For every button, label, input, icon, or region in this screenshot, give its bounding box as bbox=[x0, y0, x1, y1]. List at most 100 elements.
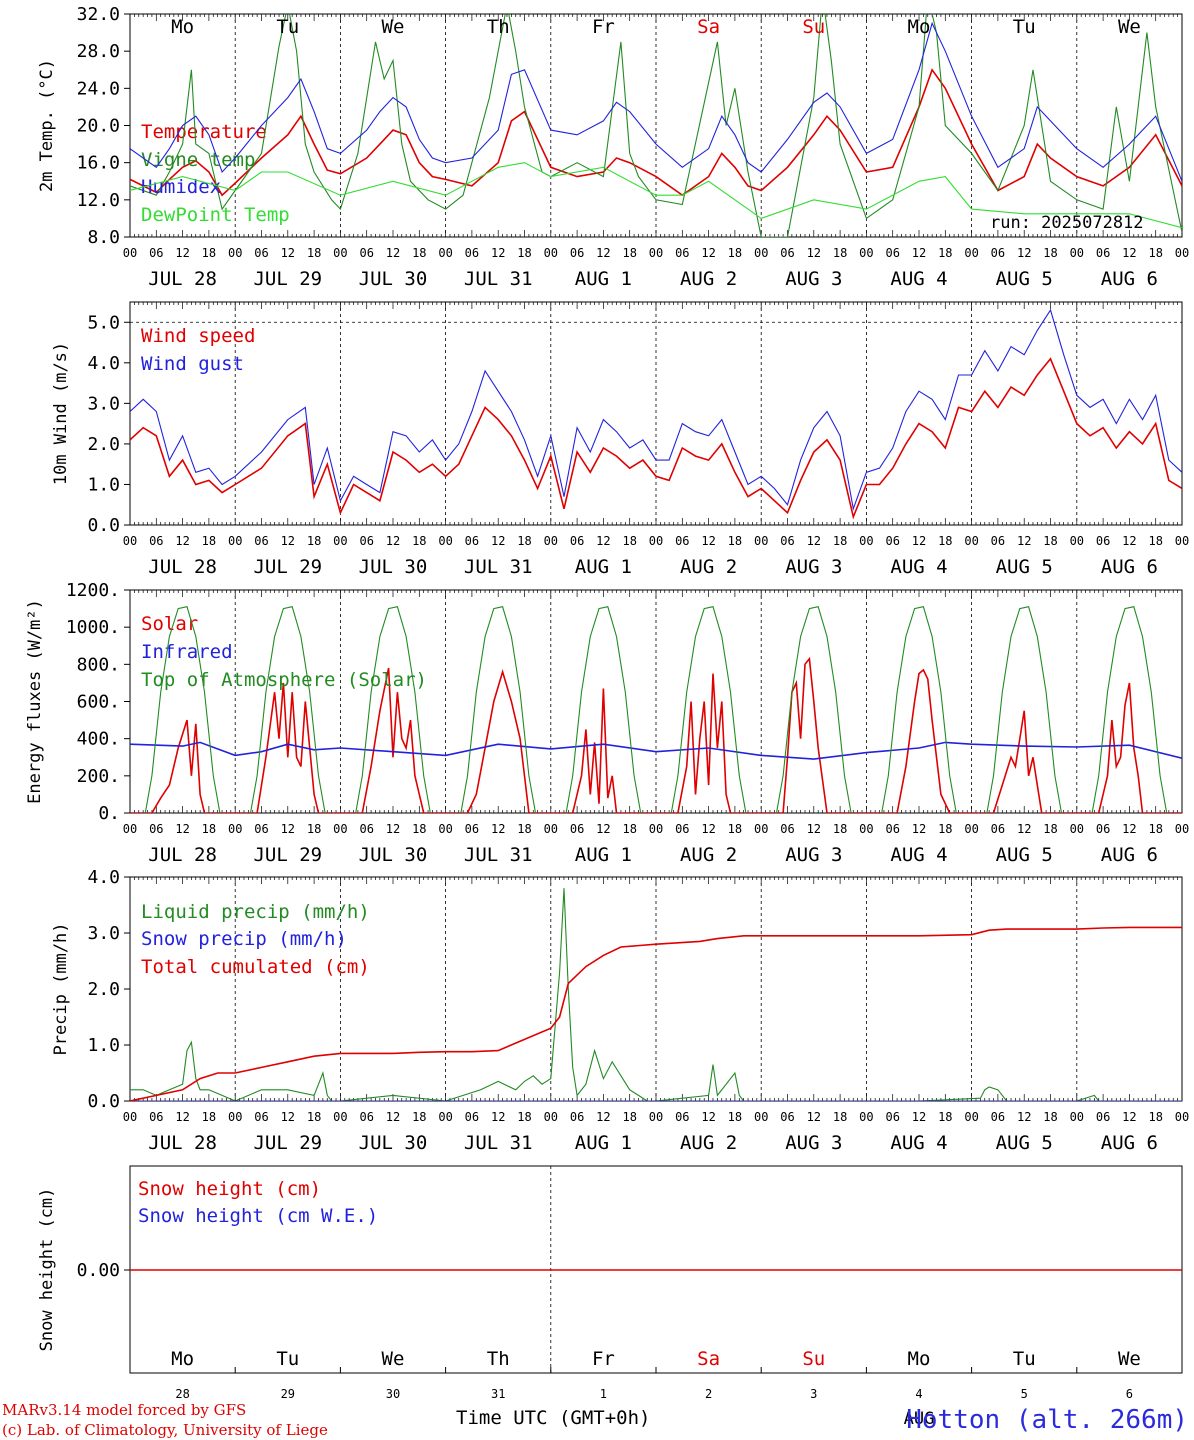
weekday-label: Su bbox=[802, 1348, 825, 1370]
hour-tick-label: 06 bbox=[885, 1110, 899, 1124]
hour-tick-label: 12 bbox=[491, 246, 505, 260]
hour-tick-label: 12 bbox=[701, 246, 715, 260]
hour-tick-label: 06 bbox=[885, 534, 899, 548]
hour-tick-label: 18 bbox=[1043, 246, 1057, 260]
legend-entry: Total cumulated (cm) bbox=[141, 956, 370, 978]
series-line-vigne-temp bbox=[130, 14, 1182, 237]
hour-tick-label: 06 bbox=[570, 246, 584, 260]
date-label: AUG 5 bbox=[996, 844, 1053, 866]
hour-tick-label: 18 bbox=[1148, 246, 1162, 260]
hour-tick-label: 18 bbox=[622, 246, 636, 260]
hour-tick-label: 12 bbox=[912, 246, 926, 260]
hour-tick-label: 12 bbox=[1122, 246, 1136, 260]
series-line-top-of-atmosphere-solar- bbox=[670, 606, 747, 813]
date-label: JUL 30 bbox=[359, 268, 428, 290]
hour-tick-label: 18 bbox=[622, 822, 636, 836]
weekday-label: Th bbox=[487, 16, 510, 38]
date-label: AUG 4 bbox=[890, 268, 947, 290]
y-axis-label: 10m Wind (m/s) bbox=[51, 342, 71, 485]
hour-tick-label: 12 bbox=[596, 1110, 610, 1124]
y-tick-label: 400. bbox=[77, 729, 120, 750]
hour-tick-label: 00 bbox=[123, 534, 137, 548]
hour-tick-label: 06 bbox=[675, 246, 689, 260]
hour-tick-label: 00 bbox=[544, 822, 558, 836]
date-label: AUG 5 bbox=[996, 556, 1053, 578]
weekday-label: We bbox=[1118, 1348, 1141, 1370]
day-number-label: 1 bbox=[600, 1387, 607, 1401]
hour-tick-label: 06 bbox=[1096, 822, 1110, 836]
legend-entry: Snow precip (mm/h) bbox=[141, 928, 347, 950]
date-label: AUG 6 bbox=[1101, 1132, 1158, 1154]
hour-tick-label: 00 bbox=[438, 1110, 452, 1124]
hour-tick-label: 18 bbox=[517, 246, 531, 260]
y-tick-label: 1000. bbox=[66, 617, 120, 638]
energy-panel: 0. 200. 400. 600. 800. 1000. 1200. 00 06 12 18 JUL … bbox=[25, 580, 1189, 866]
hour-tick-label: 00 bbox=[333, 534, 347, 548]
series-line-top-of-atmosphere-solar- bbox=[986, 606, 1063, 813]
hour-tick-label: 00 bbox=[964, 534, 978, 548]
hour-tick-label: 00 bbox=[1070, 246, 1084, 260]
hour-tick-label: 00 bbox=[333, 246, 347, 260]
date-label: JUL 30 bbox=[359, 844, 428, 866]
hour-tick-label: 00 bbox=[544, 246, 558, 260]
legend-entry: Infrared bbox=[141, 641, 233, 663]
hour-tick-label: 00 bbox=[649, 534, 663, 548]
hour-tick-label: 12 bbox=[175, 534, 189, 548]
hour-tick-label: 12 bbox=[912, 1110, 926, 1124]
series-line-top-of-atmosphere-solar- bbox=[355, 606, 431, 813]
hour-tick-label: 06 bbox=[465, 246, 479, 260]
hour-tick-label: 12 bbox=[1122, 1110, 1136, 1124]
date-label: AUG 1 bbox=[575, 268, 632, 290]
hour-tick-label: 06 bbox=[254, 822, 268, 836]
date-label: JUL 28 bbox=[148, 268, 217, 290]
hour-tick-label: 00 bbox=[649, 1110, 663, 1124]
run-label: run: 2025072812 bbox=[990, 213, 1144, 233]
wind-panel: 0.0 1.0 2.0 3.0 4.0 5.0 00 06 12 18 JUL 28 00 06 12 18… bbox=[51, 301, 1189, 578]
date-label: AUG 1 bbox=[575, 1132, 632, 1154]
hour-tick-label: 12 bbox=[386, 822, 400, 836]
hour-tick-label: 18 bbox=[728, 534, 742, 548]
precip-panel: 0.0 1.0 2.0 3.0 4.0 00 06 12 18 JUL 28 00 06 12 18 JUL… bbox=[51, 867, 1189, 1154]
day-number-label: 29 bbox=[281, 1387, 295, 1401]
y-tick-label: 20.0 bbox=[77, 116, 120, 137]
legend-entry: Wind gust bbox=[141, 353, 244, 375]
series-line-total-cumulated-cm- bbox=[130, 926, 1182, 1101]
date-label: AUG 1 bbox=[575, 844, 632, 866]
hour-tick-label: 00 bbox=[964, 246, 978, 260]
series-line-top-of-atmosphere-solar- bbox=[144, 606, 221, 813]
hour-tick-label: 12 bbox=[175, 1110, 189, 1124]
hour-tick-label: 00 bbox=[964, 1110, 978, 1124]
hour-tick-label: 06 bbox=[465, 534, 479, 548]
weekday-label: Tu bbox=[1013, 1348, 1036, 1370]
hour-tick-label: 06 bbox=[254, 246, 268, 260]
y-tick-label: 2.0 bbox=[87, 434, 120, 455]
date-label: AUG 3 bbox=[785, 1132, 842, 1154]
date-label: JUL 29 bbox=[253, 844, 322, 866]
legend-entry: Humidex bbox=[141, 176, 221, 198]
series-line-solar bbox=[130, 656, 1182, 813]
hour-tick-label: 00 bbox=[1175, 246, 1189, 260]
hour-tick-label: 06 bbox=[675, 822, 689, 836]
weekday-label: Fr bbox=[592, 1348, 615, 1370]
hour-tick-label: 12 bbox=[1122, 822, 1136, 836]
hour-tick-label: 06 bbox=[675, 534, 689, 548]
series-line-infrared bbox=[130, 741, 1182, 760]
hour-tick-label: 12 bbox=[912, 534, 926, 548]
hour-tick-label: 18 bbox=[202, 822, 216, 836]
hour-tick-label: 06 bbox=[885, 246, 899, 260]
y-tick-label: 4.0 bbox=[87, 867, 120, 888]
hour-tick-label: 00 bbox=[228, 246, 242, 260]
day-number-label: 28 bbox=[175, 1387, 189, 1401]
hour-tick-label: 12 bbox=[281, 822, 295, 836]
weekday-label: Su bbox=[802, 16, 825, 38]
hour-tick-label: 12 bbox=[281, 246, 295, 260]
series-line-top-of-atmosphere-solar- bbox=[249, 606, 326, 813]
weekday-label: Sa bbox=[697, 1348, 720, 1370]
hour-tick-label: 12 bbox=[912, 822, 926, 836]
hour-tick-label: 18 bbox=[622, 534, 636, 548]
y-tick-label: 1.0 bbox=[87, 474, 120, 495]
hour-tick-label: 00 bbox=[438, 822, 452, 836]
hour-tick-label: 06 bbox=[570, 822, 584, 836]
hour-tick-label: 06 bbox=[1096, 534, 1110, 548]
y-tick-label: 8.0 bbox=[87, 227, 120, 248]
